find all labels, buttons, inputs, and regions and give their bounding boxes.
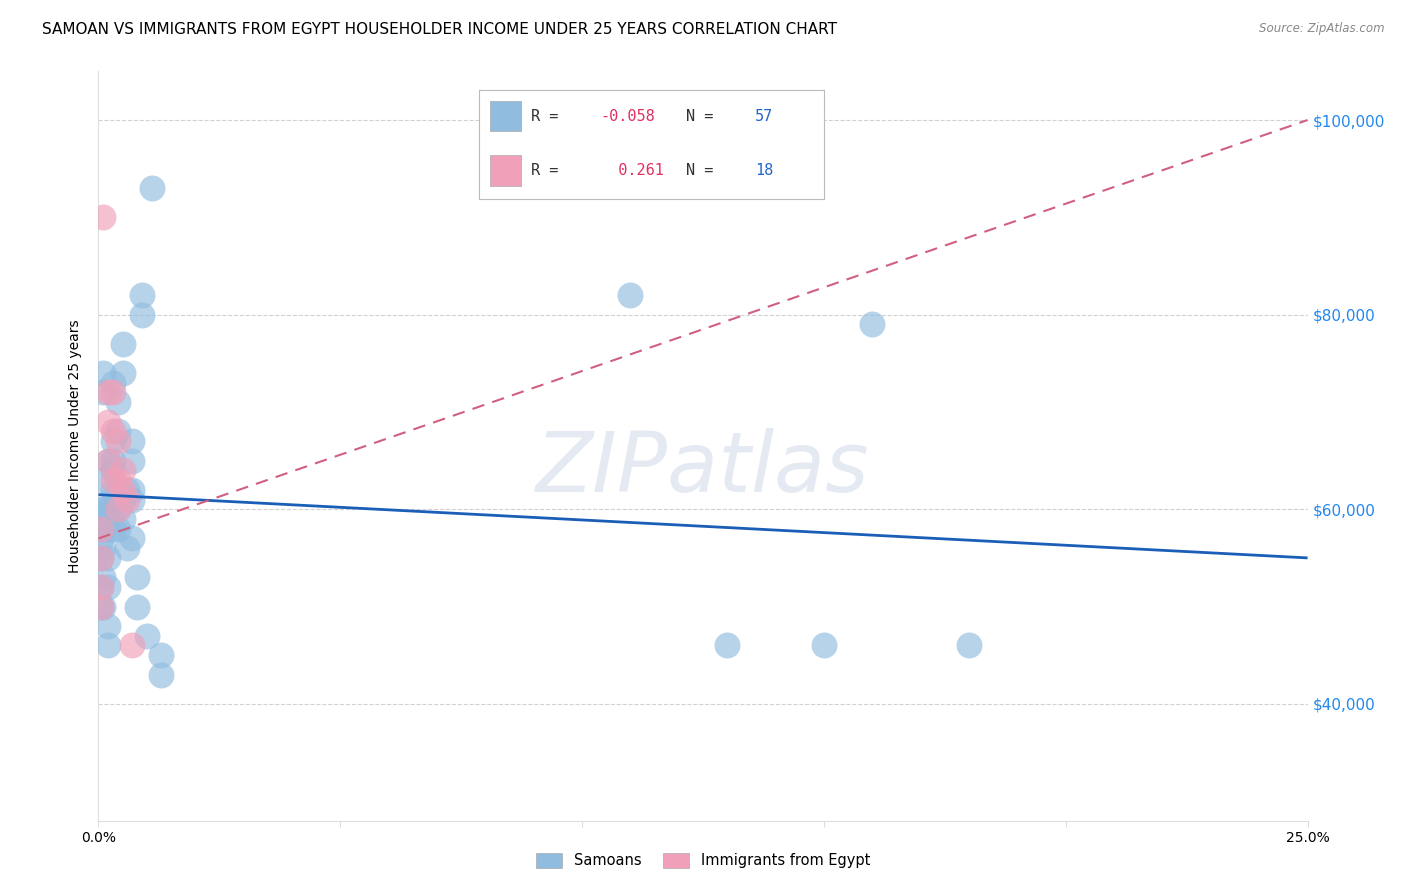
Point: [111, 366, 134, 380]
Point: [107, 434, 129, 449]
Point: [101, 376, 124, 390]
Y-axis label: Householder Income Under 25 years: Householder Income Under 25 years: [69, 319, 83, 573]
Point: [91, 211, 114, 225]
Point: [121, 532, 143, 546]
Point: [121, 639, 143, 653]
Point: [111, 483, 134, 497]
Point: [131, 288, 153, 302]
Point: [716, 639, 738, 653]
Text: ZIPatlas: ZIPatlas: [536, 428, 870, 509]
Point: [957, 639, 980, 653]
Point: [97, 502, 120, 516]
Point: [97, 415, 120, 429]
Point: [90, 580, 112, 594]
Point: [111, 512, 134, 526]
Point: [121, 434, 143, 449]
Point: [97, 639, 120, 653]
Point: [101, 385, 124, 400]
Point: [90, 599, 112, 614]
Point: [90, 522, 112, 536]
Point: [91, 599, 114, 614]
Point: [127, 570, 149, 584]
Point: [101, 473, 124, 487]
Point: [97, 550, 120, 565]
Point: [107, 522, 129, 536]
Text: SAMOAN VS IMMIGRANTS FROM EGYPT HOUSEHOLDER INCOME UNDER 25 YEARS CORRELATION CH: SAMOAN VS IMMIGRANTS FROM EGYPT HOUSEHOL…: [42, 22, 837, 37]
Point: [107, 502, 129, 516]
Point: [111, 336, 134, 351]
Point: [107, 395, 129, 409]
Point: [90, 599, 112, 614]
Point: [97, 385, 120, 400]
Point: [90, 502, 112, 516]
Point: [117, 483, 139, 497]
Point: [111, 463, 134, 477]
Point: [813, 639, 835, 653]
Point: [117, 541, 139, 556]
Legend: Samoans, Immigrants from Egypt: Samoans, Immigrants from Egypt: [529, 846, 877, 876]
Point: [127, 599, 149, 614]
Point: [90, 580, 112, 594]
Point: [619, 288, 641, 302]
Point: [97, 522, 120, 536]
Point: [101, 453, 124, 467]
Point: [97, 453, 120, 467]
Point: [97, 453, 120, 467]
Point: [101, 522, 124, 536]
Point: [101, 425, 124, 439]
Point: [107, 483, 129, 497]
Point: [97, 619, 120, 633]
Point: [860, 318, 883, 332]
Point: [107, 502, 129, 516]
Text: Source: ZipAtlas.com: Source: ZipAtlas.com: [1260, 22, 1385, 36]
Point: [101, 434, 124, 449]
Point: [91, 385, 114, 400]
Point: [91, 502, 114, 516]
Point: [135, 629, 157, 643]
Point: [121, 483, 143, 497]
Point: [131, 308, 153, 322]
Point: [90, 522, 112, 536]
Point: [97, 580, 120, 594]
Point: [121, 453, 143, 467]
Point: [90, 532, 112, 546]
Point: [150, 648, 173, 663]
Point: [101, 502, 124, 516]
Point: [91, 522, 114, 536]
Point: [107, 425, 129, 439]
Point: [101, 463, 124, 477]
Point: [117, 492, 139, 507]
Point: [121, 492, 143, 507]
Point: [91, 473, 114, 487]
Point: [90, 550, 112, 565]
Point: [141, 181, 163, 195]
Point: [91, 570, 114, 584]
Point: [91, 541, 114, 556]
Point: [111, 492, 134, 507]
Point: [150, 667, 173, 681]
Point: [90, 550, 112, 565]
Point: [101, 483, 124, 497]
Point: [91, 366, 114, 380]
Point: [107, 473, 129, 487]
